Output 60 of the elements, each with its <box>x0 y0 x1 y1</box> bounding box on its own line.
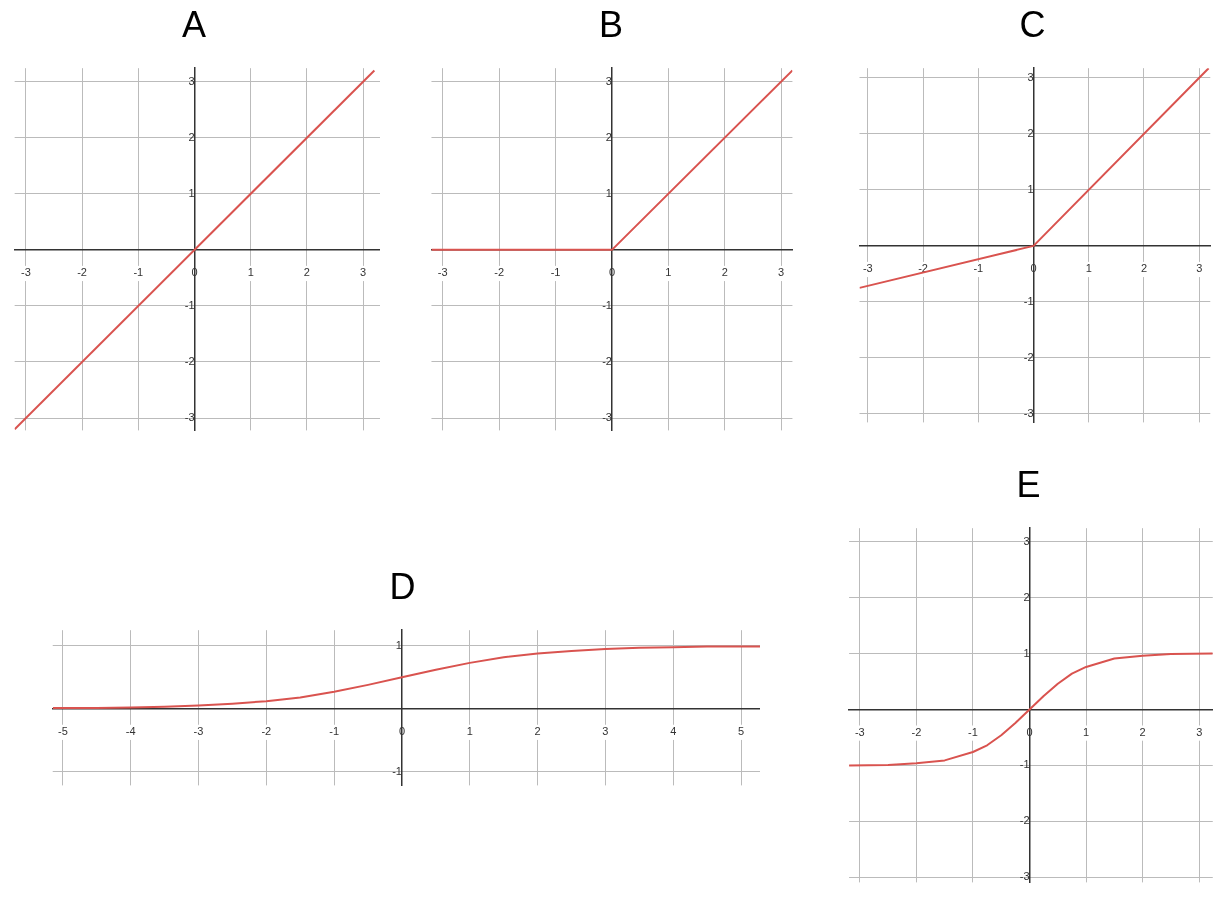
x-tick-label: 2 <box>534 725 541 738</box>
x-tick-label: 3 <box>1196 726 1203 739</box>
x-tick-label: 2 <box>1140 262 1148 275</box>
y-tick-label: -1 <box>1023 294 1034 307</box>
y-tick-label: -1 <box>1019 758 1030 771</box>
x-tick-label: 4 <box>670 725 677 738</box>
x-tick-label: 1 <box>665 266 672 279</box>
y-tick-label: 3 <box>605 74 612 87</box>
y-tick-label: -3 <box>184 411 195 424</box>
y-tick-label: -2 <box>184 355 195 368</box>
y-tick-label: -3 <box>1023 407 1034 420</box>
x-tick-label: -1 <box>968 726 978 739</box>
chart-title: C <box>1019 3 1046 45</box>
y-tick-label: 2 <box>605 130 612 143</box>
x-tick-label: -1 <box>329 725 340 738</box>
y-tick-label: -3 <box>1019 870 1030 883</box>
x-tick-label: -3 <box>21 266 31 279</box>
y-tick-label: 1 <box>605 186 612 199</box>
x-tick-label: -4 <box>125 725 136 738</box>
y-tick-label: 2 <box>1023 590 1030 603</box>
y-tick-label: 1 <box>1027 182 1034 195</box>
y-tick-label: 2 <box>188 130 195 143</box>
x-tick-label: -3 <box>862 262 873 275</box>
x-tick-label: -2 <box>77 266 87 279</box>
y-tick-label: 3 <box>1023 534 1030 547</box>
x-tick-label: -3 <box>437 266 448 279</box>
x-tick-label: -1 <box>973 262 984 275</box>
y-tick-label: 2 <box>1027 126 1034 139</box>
x-tick-label: -2 <box>494 266 505 279</box>
chart-title: E <box>1016 463 1041 505</box>
chart-title: D <box>389 565 416 607</box>
x-tick-label: 2 <box>721 266 728 279</box>
y-tick-label: 1 <box>1023 646 1030 659</box>
x-tick-label: -3 <box>854 726 865 739</box>
chart-title: A <box>181 3 207 45</box>
x-tick-label: 1 <box>247 266 254 279</box>
y-tick-label: -2 <box>602 355 612 368</box>
x-tick-label: -1 <box>550 266 561 279</box>
x-tick-label: 1 <box>466 725 473 738</box>
x-tick-label: -2 <box>261 725 272 738</box>
x-tick-label: -5 <box>58 725 68 738</box>
x-tick-label: 1 <box>1085 262 1092 275</box>
x-tick-label: 1 <box>1083 726 1090 739</box>
x-tick-label: 3 <box>1196 262 1203 275</box>
x-tick-label: 5 <box>737 725 745 738</box>
y-tick-label: 3 <box>188 74 195 87</box>
x-tick-label: 3 <box>778 266 785 279</box>
y-tick-label: -3 <box>602 411 612 424</box>
y-tick-label: 1 <box>188 186 195 199</box>
x-tick-label: 2 <box>1139 726 1146 739</box>
x-tick-label: -1 <box>133 266 144 279</box>
x-tick-label: 3 <box>360 266 367 279</box>
y-tick-label: -2 <box>1019 814 1030 827</box>
x-tick-label: -2 <box>911 726 922 739</box>
y-tick-label: -1 <box>602 298 612 311</box>
y-tick-label: -1 <box>184 298 195 311</box>
x-tick-label: 2 <box>303 266 310 279</box>
chart-title: B <box>598 3 624 45</box>
y-tick-label: 3 <box>1027 70 1034 83</box>
y-tick-label: -2 <box>1023 350 1034 363</box>
